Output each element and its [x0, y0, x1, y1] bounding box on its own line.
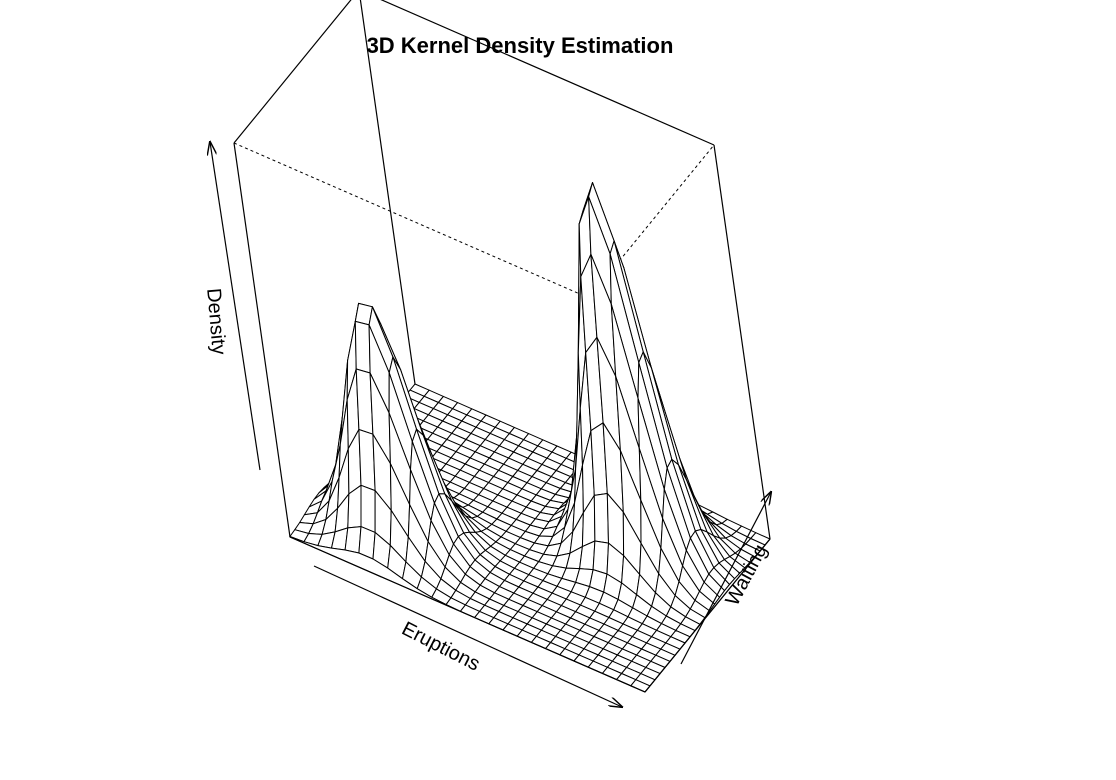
back-edge-vertical: [359, 0, 416, 385]
right-edge-vertical: [713, 144, 771, 540]
x-axis-label: Eruptions: [398, 618, 483, 676]
surface-facet: [344, 526, 362, 554]
surface-facet: [592, 540, 609, 575]
top-edge-back: [380, 0, 715, 146]
surface-facet: [354, 320, 371, 374]
density-surface: [289, 182, 771, 693]
surface-facet: [593, 493, 609, 544]
z-axis-label: Density: [202, 287, 230, 355]
chart-title: 3D Kernel Density Estimation: [366, 33, 674, 58]
z-axis-arrow: [210, 142, 261, 471]
surface-facet: [360, 484, 376, 533]
top-edge-left: [233, 0, 352, 144]
y-axis-arrow: [680, 492, 771, 665]
front-box: [233, 142, 771, 693]
top-edge-front-hidden: [233, 142, 590, 299]
left-edge-vertical: [233, 142, 291, 538]
bottom-edge-front: [289, 536, 646, 693]
x-axis-arrow: [313, 565, 622, 707]
bottom-edge-right: [644, 538, 771, 693]
